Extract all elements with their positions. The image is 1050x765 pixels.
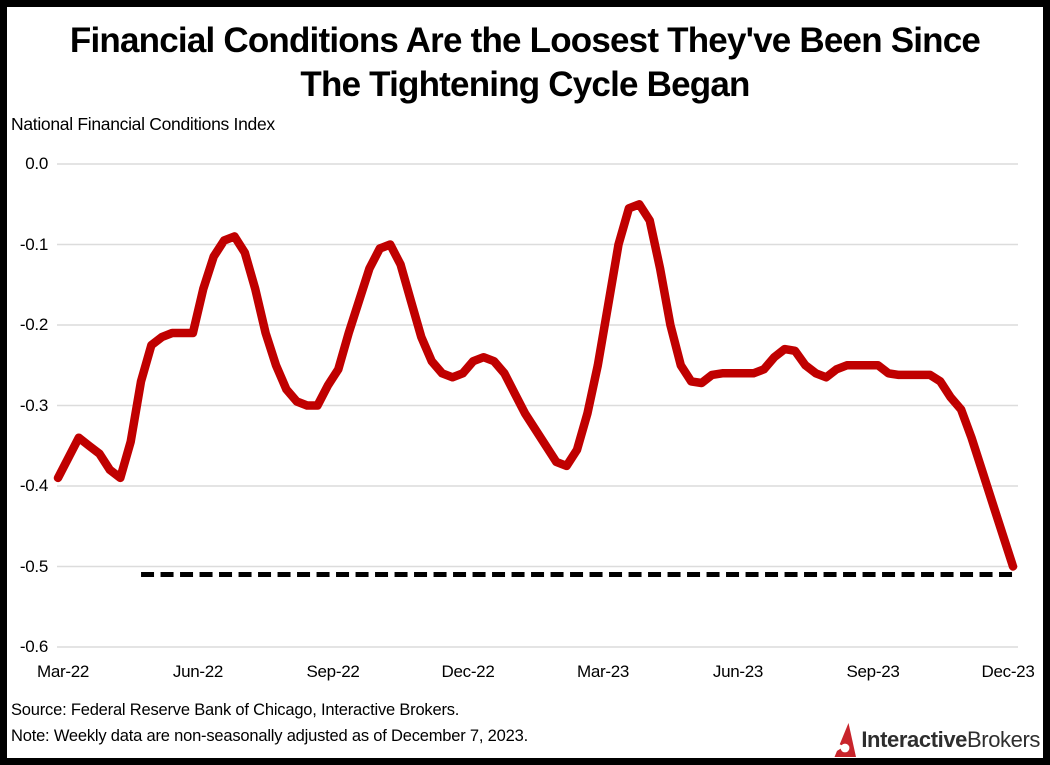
y-tick-label: 0.0 — [25, 154, 48, 173]
x-tick-label: Sep-23 — [846, 662, 900, 681]
interactive-brokers-logo: InteractiveBrokers — [834, 723, 1040, 757]
y-tick-label: -0.4 — [19, 476, 48, 495]
interactive-brokers-flame-icon — [834, 723, 857, 757]
chart-subtitle: National Financial Conditions Index — [11, 114, 275, 134]
x-tick-label: Jun-22 — [172, 662, 224, 681]
x-tick-label: Dec-22 — [441, 662, 495, 681]
brand-regular: Brokers — [967, 727, 1040, 752]
interactive-brokers-wordmark: InteractiveBrokers — [861, 727, 1040, 753]
y-tick-label: -0.5 — [19, 556, 48, 576]
x-tick-label: Jun-23 — [712, 662, 764, 681]
y-tick-label: -0.1 — [19, 234, 48, 254]
x-tick-label: Mar-22 — [36, 662, 90, 681]
chart-title: Financial Conditions Are the Loosest The… — [14, 19, 1036, 107]
x-tick-label: Mar-23 — [576, 662, 630, 681]
y-tick-label: -0.3 — [19, 395, 48, 415]
brand-bold: Interactive — [861, 727, 967, 752]
y-tick-label: -0.6 — [19, 637, 48, 656]
x-tick-label: Dec-23 — [981, 662, 1035, 681]
chart-title-line1: Financial Conditions Are the Loosest The… — [69, 21, 981, 60]
y-tick-label: -0.2 — [19, 315, 48, 334]
data-note: Note: Weekly data are non-seasonally adj… — [11, 727, 528, 745]
nfci-line — [53, 200, 1018, 571]
source-note: Source: Federal Reserve Bank of Chicago,… — [11, 701, 460, 719]
chart-title-line2: The Tightening Cycle Began — [300, 65, 750, 104]
x-tick-label: Sep-22 — [306, 662, 360, 681]
